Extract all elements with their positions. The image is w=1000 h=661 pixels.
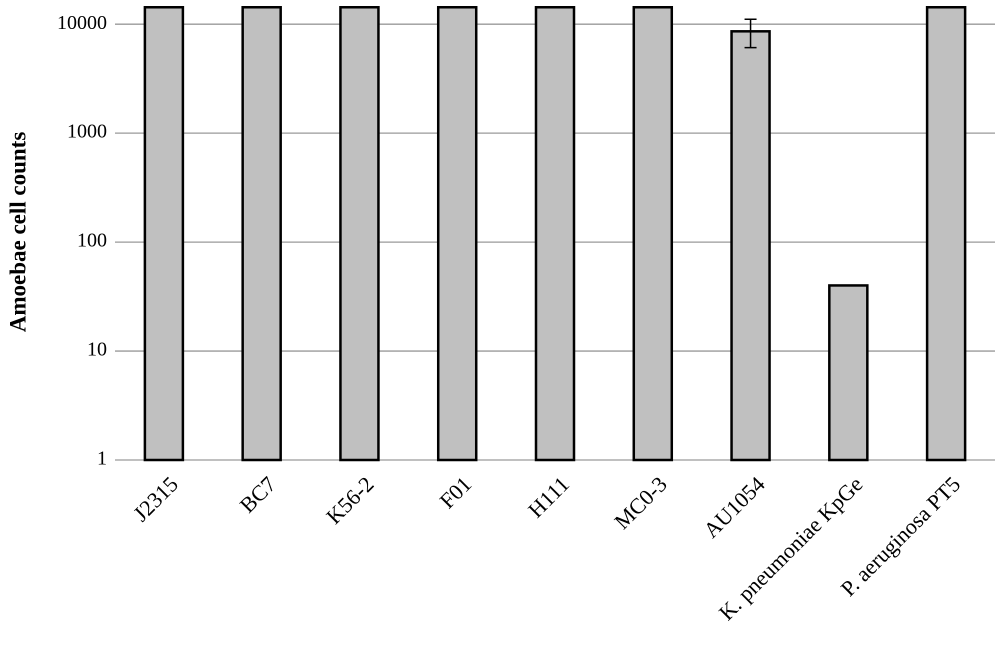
x-tick-label: BC7 — [235, 471, 281, 517]
bar — [730, 30, 771, 462]
bar — [925, 6, 967, 462]
x-tick-label: F01 — [434, 471, 476, 513]
x-tick-label: MC0-3 — [609, 471, 672, 534]
bar — [241, 6, 282, 462]
bar — [828, 284, 869, 462]
bar — [534, 6, 576, 462]
bar — [143, 6, 185, 462]
y-tick-label: 10000 — [57, 12, 107, 34]
x-tick-label: J2315 — [128, 471, 183, 526]
y-tick-label: 10 — [87, 339, 107, 361]
y-tick-label: 1000 — [67, 121, 107, 143]
y-tick-label: 100 — [77, 230, 107, 252]
x-tick-label: AU1054 — [698, 471, 769, 542]
y-tick-label: 1 — [97, 448, 107, 470]
bar — [632, 6, 674, 462]
bar — [436, 6, 478, 462]
error-bar — [744, 18, 757, 49]
y-axis-title: Amoebae cell counts — [5, 132, 30, 333]
bar — [339, 6, 380, 462]
x-tick-label: K56-2 — [321, 471, 378, 528]
x-tick-label: H111 — [523, 471, 574, 522]
